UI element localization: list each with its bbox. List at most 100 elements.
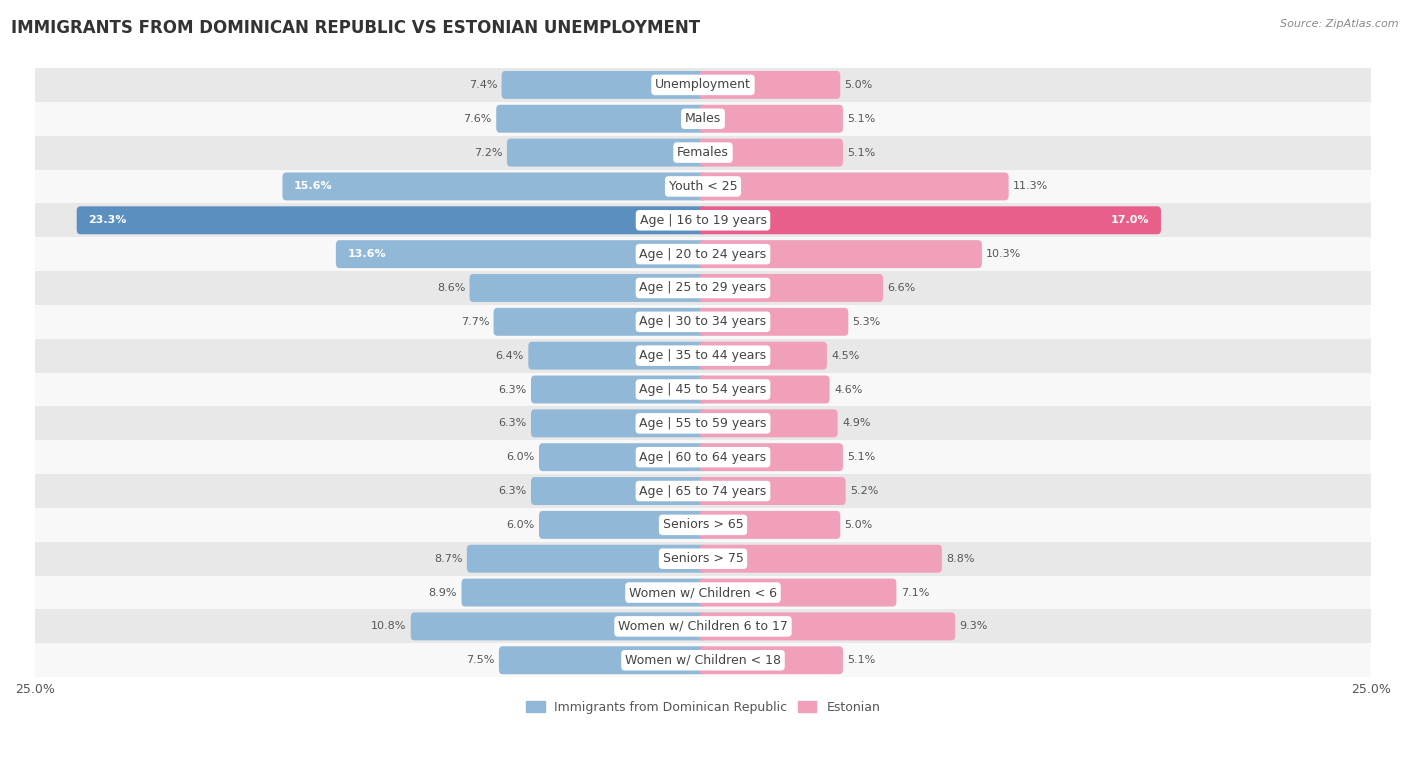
Text: 10.3%: 10.3%: [986, 249, 1022, 259]
Text: 17.0%: 17.0%: [1111, 215, 1149, 226]
FancyBboxPatch shape: [461, 578, 707, 606]
FancyBboxPatch shape: [699, 308, 848, 336]
FancyBboxPatch shape: [77, 207, 707, 234]
Bar: [35, 68, 1371, 102]
Bar: [35, 170, 1371, 204]
FancyBboxPatch shape: [699, 274, 883, 302]
Text: Age | 25 to 29 years: Age | 25 to 29 years: [640, 282, 766, 294]
FancyBboxPatch shape: [699, 104, 844, 132]
Text: IMMIGRANTS FROM DOMINICAN REPUBLIC VS ESTONIAN UNEMPLOYMENT: IMMIGRANTS FROM DOMINICAN REPUBLIC VS ES…: [11, 19, 700, 37]
FancyBboxPatch shape: [336, 240, 707, 268]
Text: Age | 65 to 74 years: Age | 65 to 74 years: [640, 484, 766, 497]
FancyBboxPatch shape: [494, 308, 707, 336]
Bar: [35, 508, 1371, 542]
Text: 9.3%: 9.3%: [959, 621, 988, 631]
Text: Age | 60 to 64 years: Age | 60 to 64 years: [640, 450, 766, 464]
Text: Age | 35 to 44 years: Age | 35 to 44 years: [640, 349, 766, 362]
FancyBboxPatch shape: [496, 104, 707, 132]
FancyBboxPatch shape: [411, 612, 707, 640]
Text: 7.4%: 7.4%: [468, 80, 498, 90]
Text: 10.8%: 10.8%: [371, 621, 406, 631]
FancyBboxPatch shape: [699, 173, 1008, 201]
Bar: [35, 136, 1371, 170]
Bar: [35, 609, 1371, 643]
Text: Women w/ Children < 6: Women w/ Children < 6: [628, 586, 778, 599]
Text: Age | 16 to 19 years: Age | 16 to 19 years: [640, 213, 766, 227]
Bar: [35, 542, 1371, 575]
Text: 5.3%: 5.3%: [852, 317, 882, 327]
Bar: [35, 338, 1371, 372]
Text: 13.6%: 13.6%: [347, 249, 387, 259]
Text: 4.9%: 4.9%: [842, 419, 870, 428]
Text: Age | 20 to 24 years: Age | 20 to 24 years: [640, 248, 766, 260]
Text: 8.9%: 8.9%: [429, 587, 457, 597]
Bar: [35, 474, 1371, 508]
Text: Women w/ Children 6 to 17: Women w/ Children 6 to 17: [619, 620, 787, 633]
Text: 6.0%: 6.0%: [506, 452, 534, 463]
Legend: Immigrants from Dominican Republic, Estonian: Immigrants from Dominican Republic, Esto…: [526, 700, 880, 714]
Text: 7.5%: 7.5%: [467, 656, 495, 665]
FancyBboxPatch shape: [699, 477, 845, 505]
Text: 11.3%: 11.3%: [1012, 182, 1049, 192]
FancyBboxPatch shape: [538, 444, 707, 471]
Bar: [35, 204, 1371, 237]
FancyBboxPatch shape: [699, 578, 897, 606]
Text: 6.0%: 6.0%: [506, 520, 534, 530]
Text: 8.8%: 8.8%: [946, 553, 974, 564]
Text: 5.1%: 5.1%: [848, 148, 876, 157]
Text: Seniors > 75: Seniors > 75: [662, 552, 744, 565]
FancyBboxPatch shape: [531, 410, 707, 438]
Text: 4.6%: 4.6%: [834, 385, 862, 394]
Text: Males: Males: [685, 112, 721, 125]
Bar: [35, 441, 1371, 474]
Text: 8.7%: 8.7%: [434, 553, 463, 564]
Text: Source: ZipAtlas.com: Source: ZipAtlas.com: [1281, 19, 1399, 29]
Text: 7.7%: 7.7%: [461, 317, 489, 327]
FancyBboxPatch shape: [699, 511, 841, 539]
FancyBboxPatch shape: [531, 477, 707, 505]
FancyBboxPatch shape: [499, 646, 707, 674]
FancyBboxPatch shape: [699, 545, 942, 573]
Text: Age | 30 to 34 years: Age | 30 to 34 years: [640, 316, 766, 329]
Bar: [35, 575, 1371, 609]
Text: Seniors > 65: Seniors > 65: [662, 519, 744, 531]
FancyBboxPatch shape: [538, 511, 707, 539]
Text: 5.1%: 5.1%: [848, 452, 876, 463]
Text: 8.6%: 8.6%: [437, 283, 465, 293]
FancyBboxPatch shape: [531, 375, 707, 403]
Bar: [35, 305, 1371, 338]
Text: 5.2%: 5.2%: [851, 486, 879, 496]
FancyBboxPatch shape: [699, 139, 844, 167]
FancyBboxPatch shape: [699, 646, 844, 674]
FancyBboxPatch shape: [699, 410, 838, 438]
Bar: [35, 102, 1371, 136]
FancyBboxPatch shape: [699, 341, 827, 369]
Bar: [35, 407, 1371, 441]
Text: Women w/ Children < 18: Women w/ Children < 18: [626, 654, 780, 667]
Text: Age | 55 to 59 years: Age | 55 to 59 years: [640, 417, 766, 430]
Bar: [35, 271, 1371, 305]
FancyBboxPatch shape: [283, 173, 707, 201]
Text: 5.1%: 5.1%: [848, 114, 876, 123]
Text: 6.3%: 6.3%: [498, 419, 527, 428]
Text: 23.3%: 23.3%: [89, 215, 127, 226]
Text: 6.4%: 6.4%: [495, 350, 524, 360]
Bar: [35, 237, 1371, 271]
Text: 5.0%: 5.0%: [845, 520, 873, 530]
Text: 5.1%: 5.1%: [848, 656, 876, 665]
Text: 6.3%: 6.3%: [498, 486, 527, 496]
Text: 7.1%: 7.1%: [901, 587, 929, 597]
FancyBboxPatch shape: [529, 341, 707, 369]
FancyBboxPatch shape: [699, 444, 844, 471]
FancyBboxPatch shape: [502, 71, 707, 99]
Text: 6.6%: 6.6%: [887, 283, 915, 293]
FancyBboxPatch shape: [699, 71, 841, 99]
Bar: [35, 643, 1371, 678]
Text: 7.2%: 7.2%: [474, 148, 502, 157]
FancyBboxPatch shape: [467, 545, 707, 573]
Text: Age | 45 to 54 years: Age | 45 to 54 years: [640, 383, 766, 396]
FancyBboxPatch shape: [470, 274, 707, 302]
Bar: [35, 372, 1371, 407]
FancyBboxPatch shape: [699, 240, 981, 268]
Text: 5.0%: 5.0%: [845, 80, 873, 90]
